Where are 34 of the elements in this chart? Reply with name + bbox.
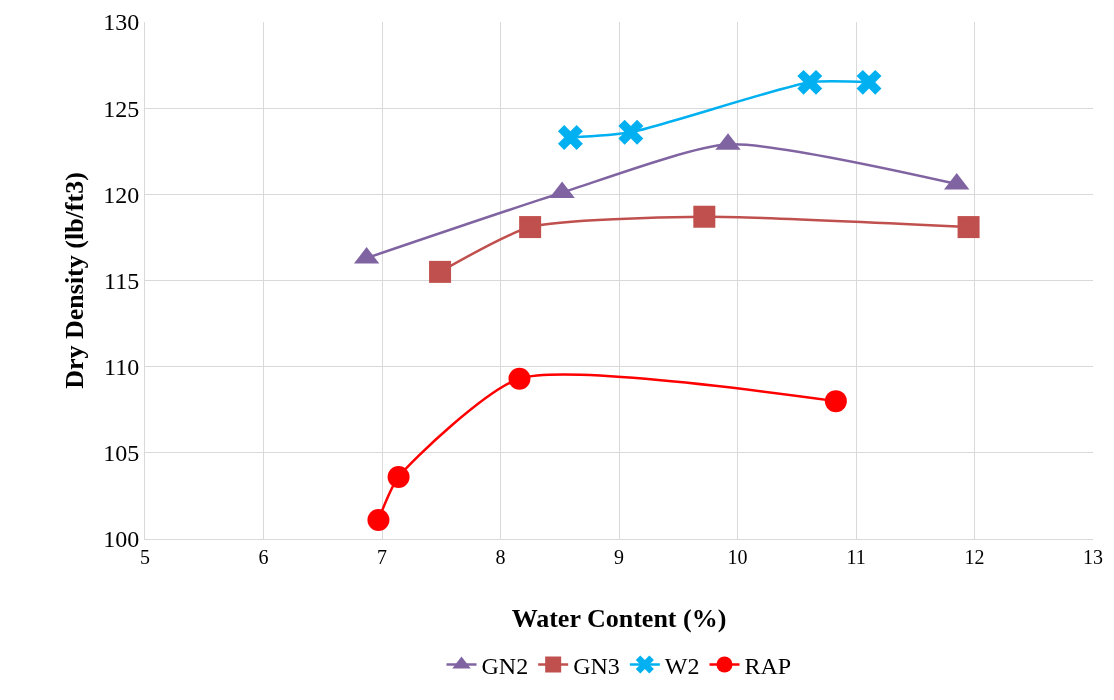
x-tick-label: 13 xyxy=(1083,546,1103,568)
legend-label: GN2 xyxy=(481,652,529,679)
y-tick-label: 120 xyxy=(103,181,140,208)
x-tick-label: 7 xyxy=(377,546,387,568)
x-tick-label: 8 xyxy=(495,546,506,568)
y-tick-label: 115 xyxy=(104,267,140,294)
point xyxy=(957,216,980,239)
point xyxy=(367,509,390,532)
y-tick-label: 110 xyxy=(104,354,140,381)
y-tick-label: 125 xyxy=(103,95,140,122)
x-tick-label: 10 xyxy=(727,546,748,568)
x-tick-label: 11 xyxy=(846,546,866,568)
x-tick-label: 5 xyxy=(140,546,150,568)
y-tick-label: 100 xyxy=(103,526,140,553)
x-tick-label: 12 xyxy=(964,546,985,568)
point xyxy=(824,390,847,413)
legend-label: GN3 xyxy=(573,652,620,679)
x-tick-label: 9 xyxy=(614,546,624,568)
point xyxy=(508,367,531,390)
x-axis-title: Water Content (%) xyxy=(511,604,727,633)
point xyxy=(429,260,452,283)
y-tick-label: 130 xyxy=(103,9,140,36)
point xyxy=(618,119,644,145)
point xyxy=(693,205,716,228)
y-tick-label: 105 xyxy=(103,440,140,467)
point xyxy=(557,125,583,150)
legend-label: W2 xyxy=(664,652,700,679)
point xyxy=(856,69,882,95)
legend-label: RAP xyxy=(744,652,792,679)
point xyxy=(387,465,410,488)
point xyxy=(519,216,542,239)
point xyxy=(797,69,823,95)
x-tick-label: 6 xyxy=(258,546,269,568)
y-axis-title: Dry Density (lb/ft3) xyxy=(60,172,89,389)
